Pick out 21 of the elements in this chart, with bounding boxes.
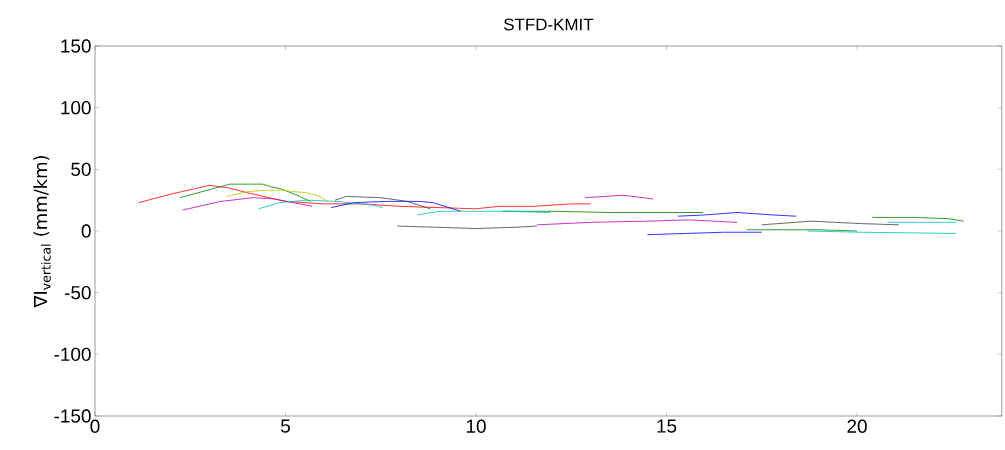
x-tick-label: 5 (280, 419, 290, 433)
x-tick-label: 0 (90, 419, 100, 433)
y-tick-label: 150 (61, 39, 91, 53)
x-tick-label: 10 (466, 419, 486, 433)
x-tick-label: 15 (657, 419, 677, 433)
y-tick-label: -100 (54, 347, 91, 362)
y-tick-label: -50 (64, 285, 91, 300)
y-axis-title: ∇I$_{vertical}$ (mm/km) (33, 156, 51, 308)
line-series (334, 196, 431, 210)
line-series (226, 189, 328, 202)
line-series (138, 184, 591, 210)
y-tick-label: -150 (54, 409, 91, 423)
x-tick-label: 20 (847, 419, 867, 433)
line-series (182, 197, 313, 211)
line-series (179, 183, 311, 202)
y-tick-label: 50 (71, 162, 91, 177)
line-series (330, 201, 462, 212)
y-tick-label: 0 (81, 224, 91, 238)
line-series (258, 199, 384, 210)
y-tick-label: 100 (61, 100, 91, 115)
chart-title: STFD-KMIT (504, 18, 594, 31)
